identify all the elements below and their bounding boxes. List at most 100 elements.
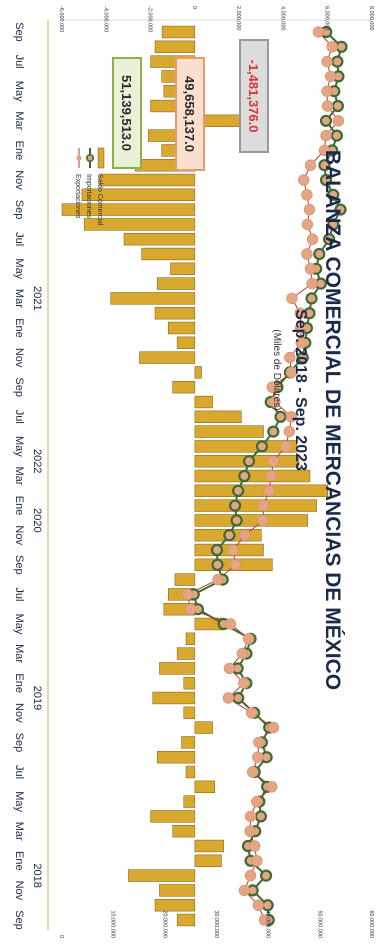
exportaciones-point	[304, 263, 317, 275]
saldo-bar	[176, 336, 196, 349]
month-tick-label: Nov	[13, 348, 25, 368]
left-axis-tick-label: 10,000,000	[110, 910, 116, 938]
importaciones-point	[331, 55, 344, 68]
exportaciones-point	[184, 603, 197, 615]
importaciones-point	[327, 188, 340, 201]
saldo-bar	[172, 381, 196, 394]
saldo-bar	[154, 899, 196, 912]
exportaciones-point	[321, 85, 333, 97]
importaciones-point	[230, 514, 243, 527]
exportaciones-point	[285, 366, 298, 379]
year-label: 2019	[31, 686, 43, 710]
year-label: 2021	[31, 286, 43, 310]
exportaciones-point	[227, 544, 239, 556]
importaciones-point	[335, 40, 348, 53]
month-tick-label: Jul	[13, 587, 25, 601]
saldo-bar	[152, 691, 196, 705]
saldo-bar	[194, 366, 202, 379]
month-tick-label: Jul	[13, 765, 25, 779]
saldo-bar	[159, 662, 196, 675]
saldo-bar	[194, 440, 297, 453]
saldo-bar	[99, 173, 196, 187]
exportaciones-point	[257, 514, 269, 527]
importaciones-point	[331, 99, 345, 113]
importaciones-point	[319, 173, 333, 187]
saldo-bar	[141, 247, 196, 261]
exportaciones-point	[249, 840, 261, 852]
month-tick-label: May	[13, 258, 25, 279]
saldo-bar	[154, 307, 196, 320]
legend-item-importaciones: Importaciones	[85, 148, 95, 218]
annotation-box-saldo	[239, 39, 269, 153]
saldo-bar	[128, 869, 196, 882]
month-tick-label: Jul	[13, 410, 25, 424]
exportaciones-point	[246, 766, 259, 778]
saldo-bar	[194, 484, 328, 497]
legend-label-saldo: Saldo Comercial	[96, 174, 103, 226]
annotation-text-saldo: -1,481,376.0	[246, 59, 261, 132]
month-tick-label: Sep	[13, 200, 25, 220]
exportaciones-point	[244, 869, 257, 882]
importaciones-point	[313, 247, 326, 261]
importaciones-point	[254, 810, 268, 823]
exportaciones-point	[251, 795, 263, 808]
exportaciones-point	[236, 647, 249, 660]
saldo-bar	[194, 839, 224, 853]
importaciones-point	[323, 233, 336, 246]
exportaciones-point	[301, 189, 313, 201]
saldo-bar	[194, 469, 311, 483]
exportaciones-point	[324, 70, 337, 83]
exportaciones-point	[286, 292, 298, 305]
importaciones-point	[274, 410, 287, 423]
legend-item-exportaciones: Exportaciones	[74, 148, 82, 219]
importaciones-point	[255, 440, 269, 453]
saldo-bar	[194, 499, 317, 512]
saldo-bar	[183, 795, 196, 808]
saldo-bar	[123, 233, 196, 246]
saldo-bar	[194, 410, 242, 423]
left-axis-tick-label: 60,000,000	[368, 910, 374, 938]
month-tick-label: Nov	[13, 703, 25, 723]
exportaciones-point	[321, 55, 333, 68]
annotation-importaciones: 51,139,513.0	[112, 57, 142, 169]
importaciones-point	[238, 469, 251, 483]
left-axis-tick-label: 40,000,000	[265, 910, 271, 938]
tick-labels-layer: -6,000,000 -4,000,000 -2,000,000 0 2,000,000…	[13, 6, 374, 938]
importaciones-point	[334, 203, 347, 216]
exportaciones-point	[312, 26, 325, 38]
importaciones-point	[228, 499, 242, 512]
left-axis-tick-label: 30,000,000	[213, 910, 219, 938]
exportaciones-point	[251, 855, 263, 867]
month-tick-label: Sep	[13, 555, 25, 575]
exportaciones-point	[267, 455, 280, 467]
exportaciones-point	[266, 381, 278, 393]
importaciones-point	[296, 351, 309, 364]
saldo-bar	[81, 188, 196, 201]
exportaciones-point	[223, 662, 236, 675]
saldo-bar	[176, 913, 196, 927]
exportaciones-point	[253, 736, 265, 749]
annotation-saldo: -1,481,376.0	[239, 39, 269, 153]
exportaciones-point	[266, 781, 278, 793]
exportaciones-point	[285, 411, 298, 423]
exportaciones-point	[244, 825, 256, 837]
month-tick-label: May	[13, 614, 25, 635]
month-tick-label: Ene	[13, 141, 25, 161]
month-tick-label: Sep	[13, 22, 25, 42]
right-axis-tick-label: -6,000,000	[58, 6, 64, 32]
legend-item-saldo: Saldo Comercial	[96, 147, 105, 226]
year-label: 2020	[31, 508, 43, 532]
exportaciones-point	[301, 248, 313, 260]
saldo-bar	[194, 780, 216, 793]
exportaciones-point	[258, 914, 271, 926]
saldo-bar	[61, 203, 196, 216]
exportaciones-point	[304, 159, 317, 171]
chart-subtitle: Sep. 2018 - Sep. 2023	[292, 309, 309, 471]
month-tick-label: Jul	[13, 232, 25, 246]
saldo-bar	[170, 262, 196, 275]
exportaciones-point	[242, 633, 255, 645]
saldo-bar	[176, 647, 196, 660]
exportaciones-point	[280, 440, 292, 453]
